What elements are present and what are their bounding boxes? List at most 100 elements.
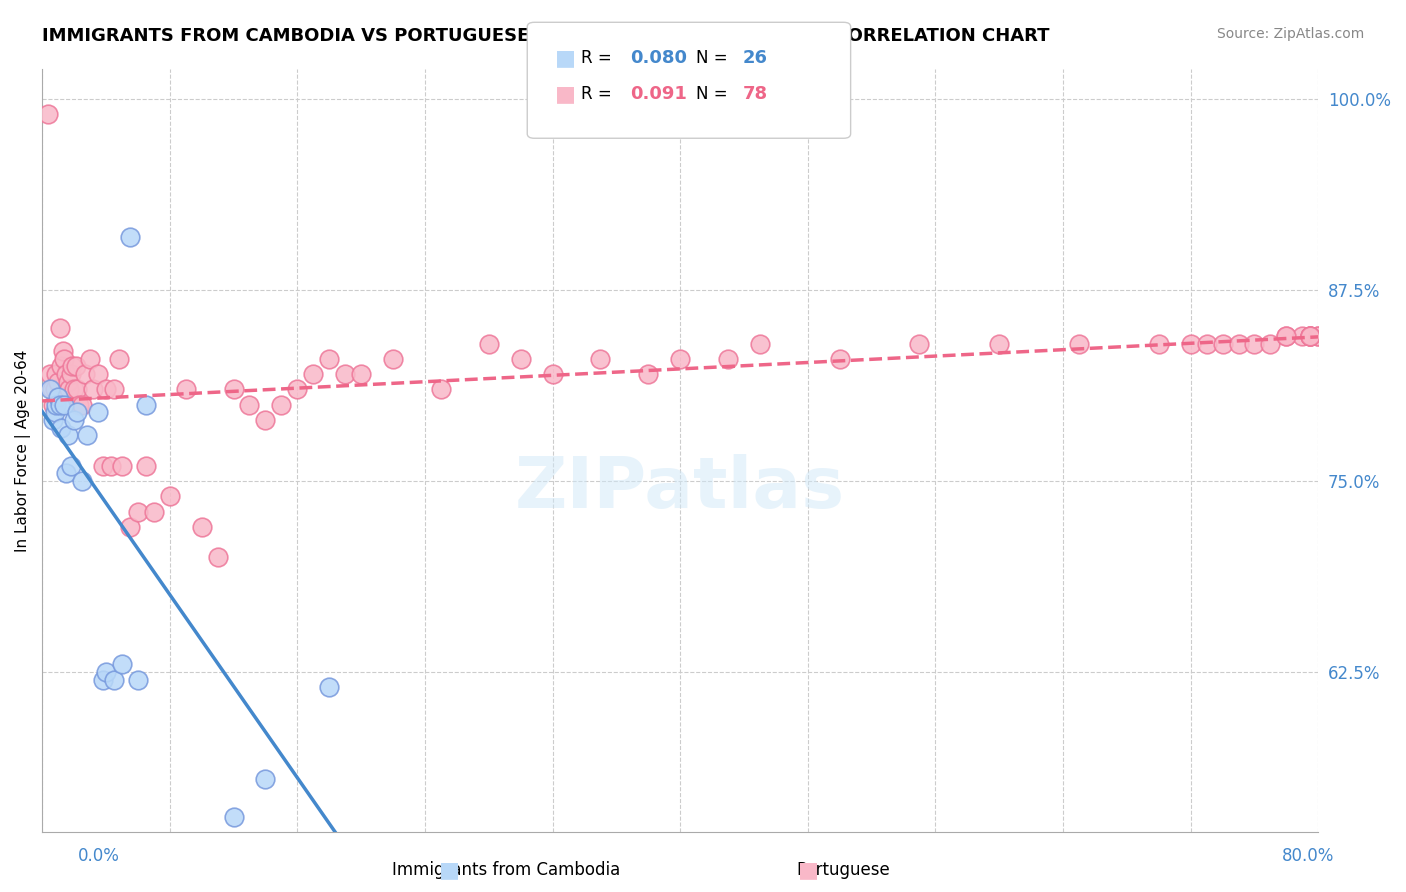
Point — [63, 413, 86, 427]
Point — [111, 657, 134, 672]
Point — [75, 367, 97, 381]
Point — [94, 665, 117, 679]
Point — [79, 351, 101, 366]
Point — [56, 375, 79, 389]
Point — [53, 398, 76, 412]
Point — [1275, 329, 1298, 343]
Point — [56, 428, 79, 442]
Point — [103, 673, 125, 687]
Point — [44, 382, 66, 396]
Point — [1195, 336, 1218, 351]
Point — [63, 382, 86, 396]
Text: IMMIGRANTS FROM CAMBODIA VS PORTUGUESE IN LABOR FORCE | AGE 20-64 CORRELATION CH: IMMIGRANTS FROM CAMBODIA VS PORTUGUESE I… — [42, 27, 1050, 45]
Point — [988, 336, 1011, 351]
Point — [238, 398, 260, 412]
Point — [1147, 336, 1170, 351]
Text: ZIPatlas: ZIPatlas — [515, 454, 845, 523]
Point — [41, 382, 63, 396]
Point — [350, 367, 373, 381]
Point — [135, 398, 157, 412]
Point — [1299, 329, 1322, 343]
Point — [1067, 336, 1090, 351]
Point — [318, 680, 340, 694]
Point — [142, 505, 165, 519]
Point — [91, 458, 114, 473]
Point — [100, 458, 122, 473]
Text: N =: N = — [696, 85, 727, 103]
Point — [58, 382, 80, 396]
Text: 0.0%: 0.0% — [77, 847, 120, 865]
Point — [51, 359, 73, 374]
Point — [1291, 329, 1313, 343]
Point — [70, 474, 93, 488]
Point — [37, 107, 59, 121]
Text: R =: R = — [581, 85, 612, 103]
Point — [55, 467, 77, 481]
Point — [541, 367, 564, 381]
Point — [1308, 329, 1330, 343]
Point — [669, 351, 692, 366]
Point — [509, 351, 531, 366]
Point — [1299, 329, 1322, 343]
Point — [717, 351, 740, 366]
Point — [1299, 329, 1322, 343]
Point — [76, 428, 98, 442]
Point — [70, 398, 93, 412]
Point — [174, 382, 197, 396]
Point — [55, 367, 77, 381]
Point — [749, 336, 772, 351]
Point — [222, 382, 245, 396]
Point — [67, 398, 90, 412]
Point — [46, 390, 69, 404]
Point — [1227, 336, 1250, 351]
Point — [59, 367, 82, 381]
Point — [66, 382, 89, 396]
Point — [82, 382, 104, 396]
Text: N =: N = — [696, 49, 727, 67]
Point — [127, 505, 149, 519]
Point — [828, 351, 851, 366]
Point — [478, 336, 501, 351]
Point — [51, 420, 73, 434]
Point — [382, 351, 405, 366]
Point — [48, 321, 70, 335]
Point — [52, 344, 75, 359]
Point — [1180, 336, 1202, 351]
Point — [42, 413, 65, 427]
Point — [1212, 336, 1234, 351]
Text: 26: 26 — [742, 49, 768, 67]
Text: 80.0%: 80.0% — [1281, 847, 1334, 865]
Text: ■: ■ — [555, 48, 576, 68]
Text: ■: ■ — [440, 860, 460, 880]
Point — [1299, 329, 1322, 343]
Text: Immigrants from Cambodia: Immigrants from Cambodia — [392, 861, 620, 879]
Point — [285, 382, 308, 396]
Point — [91, 673, 114, 687]
Point — [107, 351, 129, 366]
Point — [335, 367, 357, 381]
Point — [65, 359, 87, 374]
Point — [39, 382, 62, 396]
Point — [159, 489, 181, 503]
Point — [111, 458, 134, 473]
Point — [66, 405, 89, 419]
Point — [270, 398, 292, 412]
Point — [637, 367, 659, 381]
Point — [42, 398, 65, 412]
Point — [908, 336, 931, 351]
Point — [1260, 336, 1282, 351]
Y-axis label: In Labor Force | Age 20-64: In Labor Force | Age 20-64 — [15, 350, 31, 551]
Point — [48, 398, 70, 412]
Point — [53, 351, 76, 366]
Point — [1243, 336, 1265, 351]
Point — [1275, 329, 1298, 343]
Point — [103, 382, 125, 396]
Text: ■: ■ — [799, 860, 818, 880]
Text: 0.080: 0.080 — [630, 49, 688, 67]
Point — [45, 367, 67, 381]
Point — [430, 382, 453, 396]
Point — [62, 359, 84, 374]
Point — [254, 772, 277, 786]
Point — [39, 367, 62, 381]
Point — [94, 382, 117, 396]
